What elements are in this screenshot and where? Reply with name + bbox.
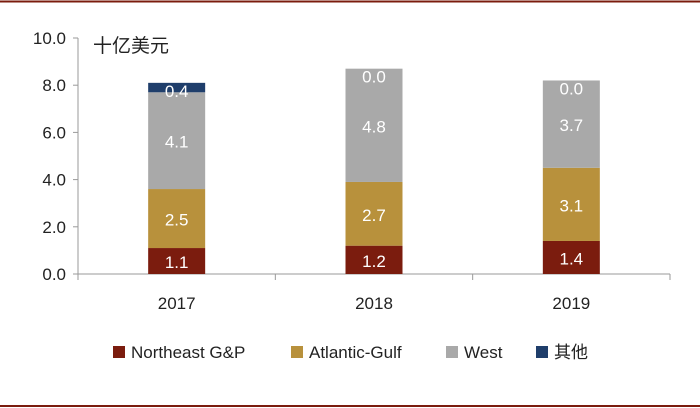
- bar-segment: [148, 189, 206, 249]
- data-label: 0.0: [560, 79, 584, 98]
- y-tick-label: 8.0: [42, 76, 66, 95]
- data-label: 1.1: [165, 253, 189, 272]
- bar-segment: [542, 80, 600, 168]
- data-label: 1.2: [362, 252, 386, 271]
- legend-swatch: [113, 346, 125, 358]
- y-tick-label: 0.0: [42, 265, 66, 284]
- y-tick-label: 6.0: [42, 123, 66, 142]
- bar-segment: [148, 92, 206, 190]
- y-tick-label: 2.0: [42, 218, 66, 237]
- legend: Northeast G&P Atlantic-Gulf West 其他: [113, 343, 588, 362]
- data-label: 1.4: [560, 249, 584, 268]
- y-tick-label: 4.0: [42, 171, 66, 190]
- data-label: 0.0: [362, 68, 386, 87]
- x-tick-label: 2018: [355, 294, 393, 313]
- data-label: 3.7: [560, 116, 584, 135]
- data-label: 4.1: [165, 133, 189, 152]
- bar-segment: [148, 248, 206, 274]
- bar-segment: [345, 181, 403, 246]
- data-label: 3.1: [560, 196, 584, 215]
- x-tick-label: 2019: [552, 294, 590, 313]
- data-label: 4.8: [362, 117, 386, 136]
- bar-segment: [345, 68, 403, 182]
- unit-label: 十亿美元: [93, 35, 169, 57]
- legend-swatch: [446, 346, 458, 358]
- bar-segment: [148, 82, 206, 93]
- bars-group: 1.1 2.5 4.1 0.4 1.2 2.7 4.8 0.0 1.4 3.1 3.7 0.0: [148, 68, 600, 274]
- x-axis: 2017 2018 2019: [77, 273, 671, 313]
- bar-segment: [542, 240, 600, 274]
- y-axis: 0.0 2.0 4.0 6.0 8.0 10.0: [33, 29, 79, 284]
- legend-label: Northeast G&P: [131, 343, 245, 362]
- legend-swatch: [291, 346, 303, 358]
- data-label: 2.7: [362, 206, 386, 225]
- data-label: 0.4: [165, 82, 189, 101]
- x-tick-label: 2017: [158, 294, 196, 313]
- bar-segment: [345, 245, 403, 274]
- legend-label: Atlantic-Gulf: [309, 343, 402, 362]
- bar-segment: [542, 167, 600, 241]
- data-label: 2.5: [165, 211, 189, 230]
- legend-swatch: [536, 346, 548, 358]
- legend-label: 其他: [554, 343, 588, 362]
- legend-label: West: [464, 343, 503, 362]
- y-tick-label: 10.0: [33, 29, 66, 48]
